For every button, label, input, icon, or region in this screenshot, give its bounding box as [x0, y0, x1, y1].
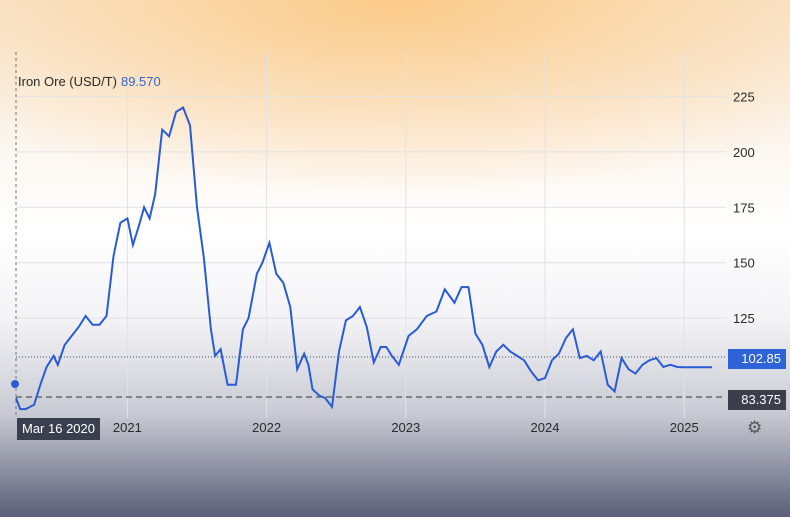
x-tick-label: 2022	[252, 420, 281, 435]
grid-layer	[16, 52, 726, 418]
legend-value: 89.570	[120, 74, 161, 89]
last-value-badge: 102.85	[728, 349, 786, 369]
x-tick-label: 2024	[531, 420, 560, 435]
x-tick-label: 2021	[113, 420, 142, 435]
y-tick-label: 200	[733, 145, 755, 160]
x-tick-label: 2023	[391, 420, 420, 435]
crosshair-point	[11, 380, 19, 388]
gear-icon[interactable]: ⚙	[747, 418, 763, 437]
legend-name: Iron Ore (USD/T)	[18, 74, 117, 89]
low-value-badge: 83.375	[728, 390, 786, 410]
x-tick-label: 2025	[670, 420, 699, 435]
series-line	[15, 106, 713, 411]
legend: Iron Ore (USD/T) 89.570	[18, 74, 161, 89]
crosshair-date-badge: Mar 16 2020	[17, 418, 100, 440]
y-tick-label: 175	[733, 200, 755, 215]
y-tick-label: 150	[733, 256, 755, 271]
y-tick-label: 225	[733, 89, 755, 104]
tick-layer: 125 150 175 200 225 2021 2022 2023 2024 2025	[113, 89, 755, 435]
y-tick-label: 125	[733, 311, 755, 326]
